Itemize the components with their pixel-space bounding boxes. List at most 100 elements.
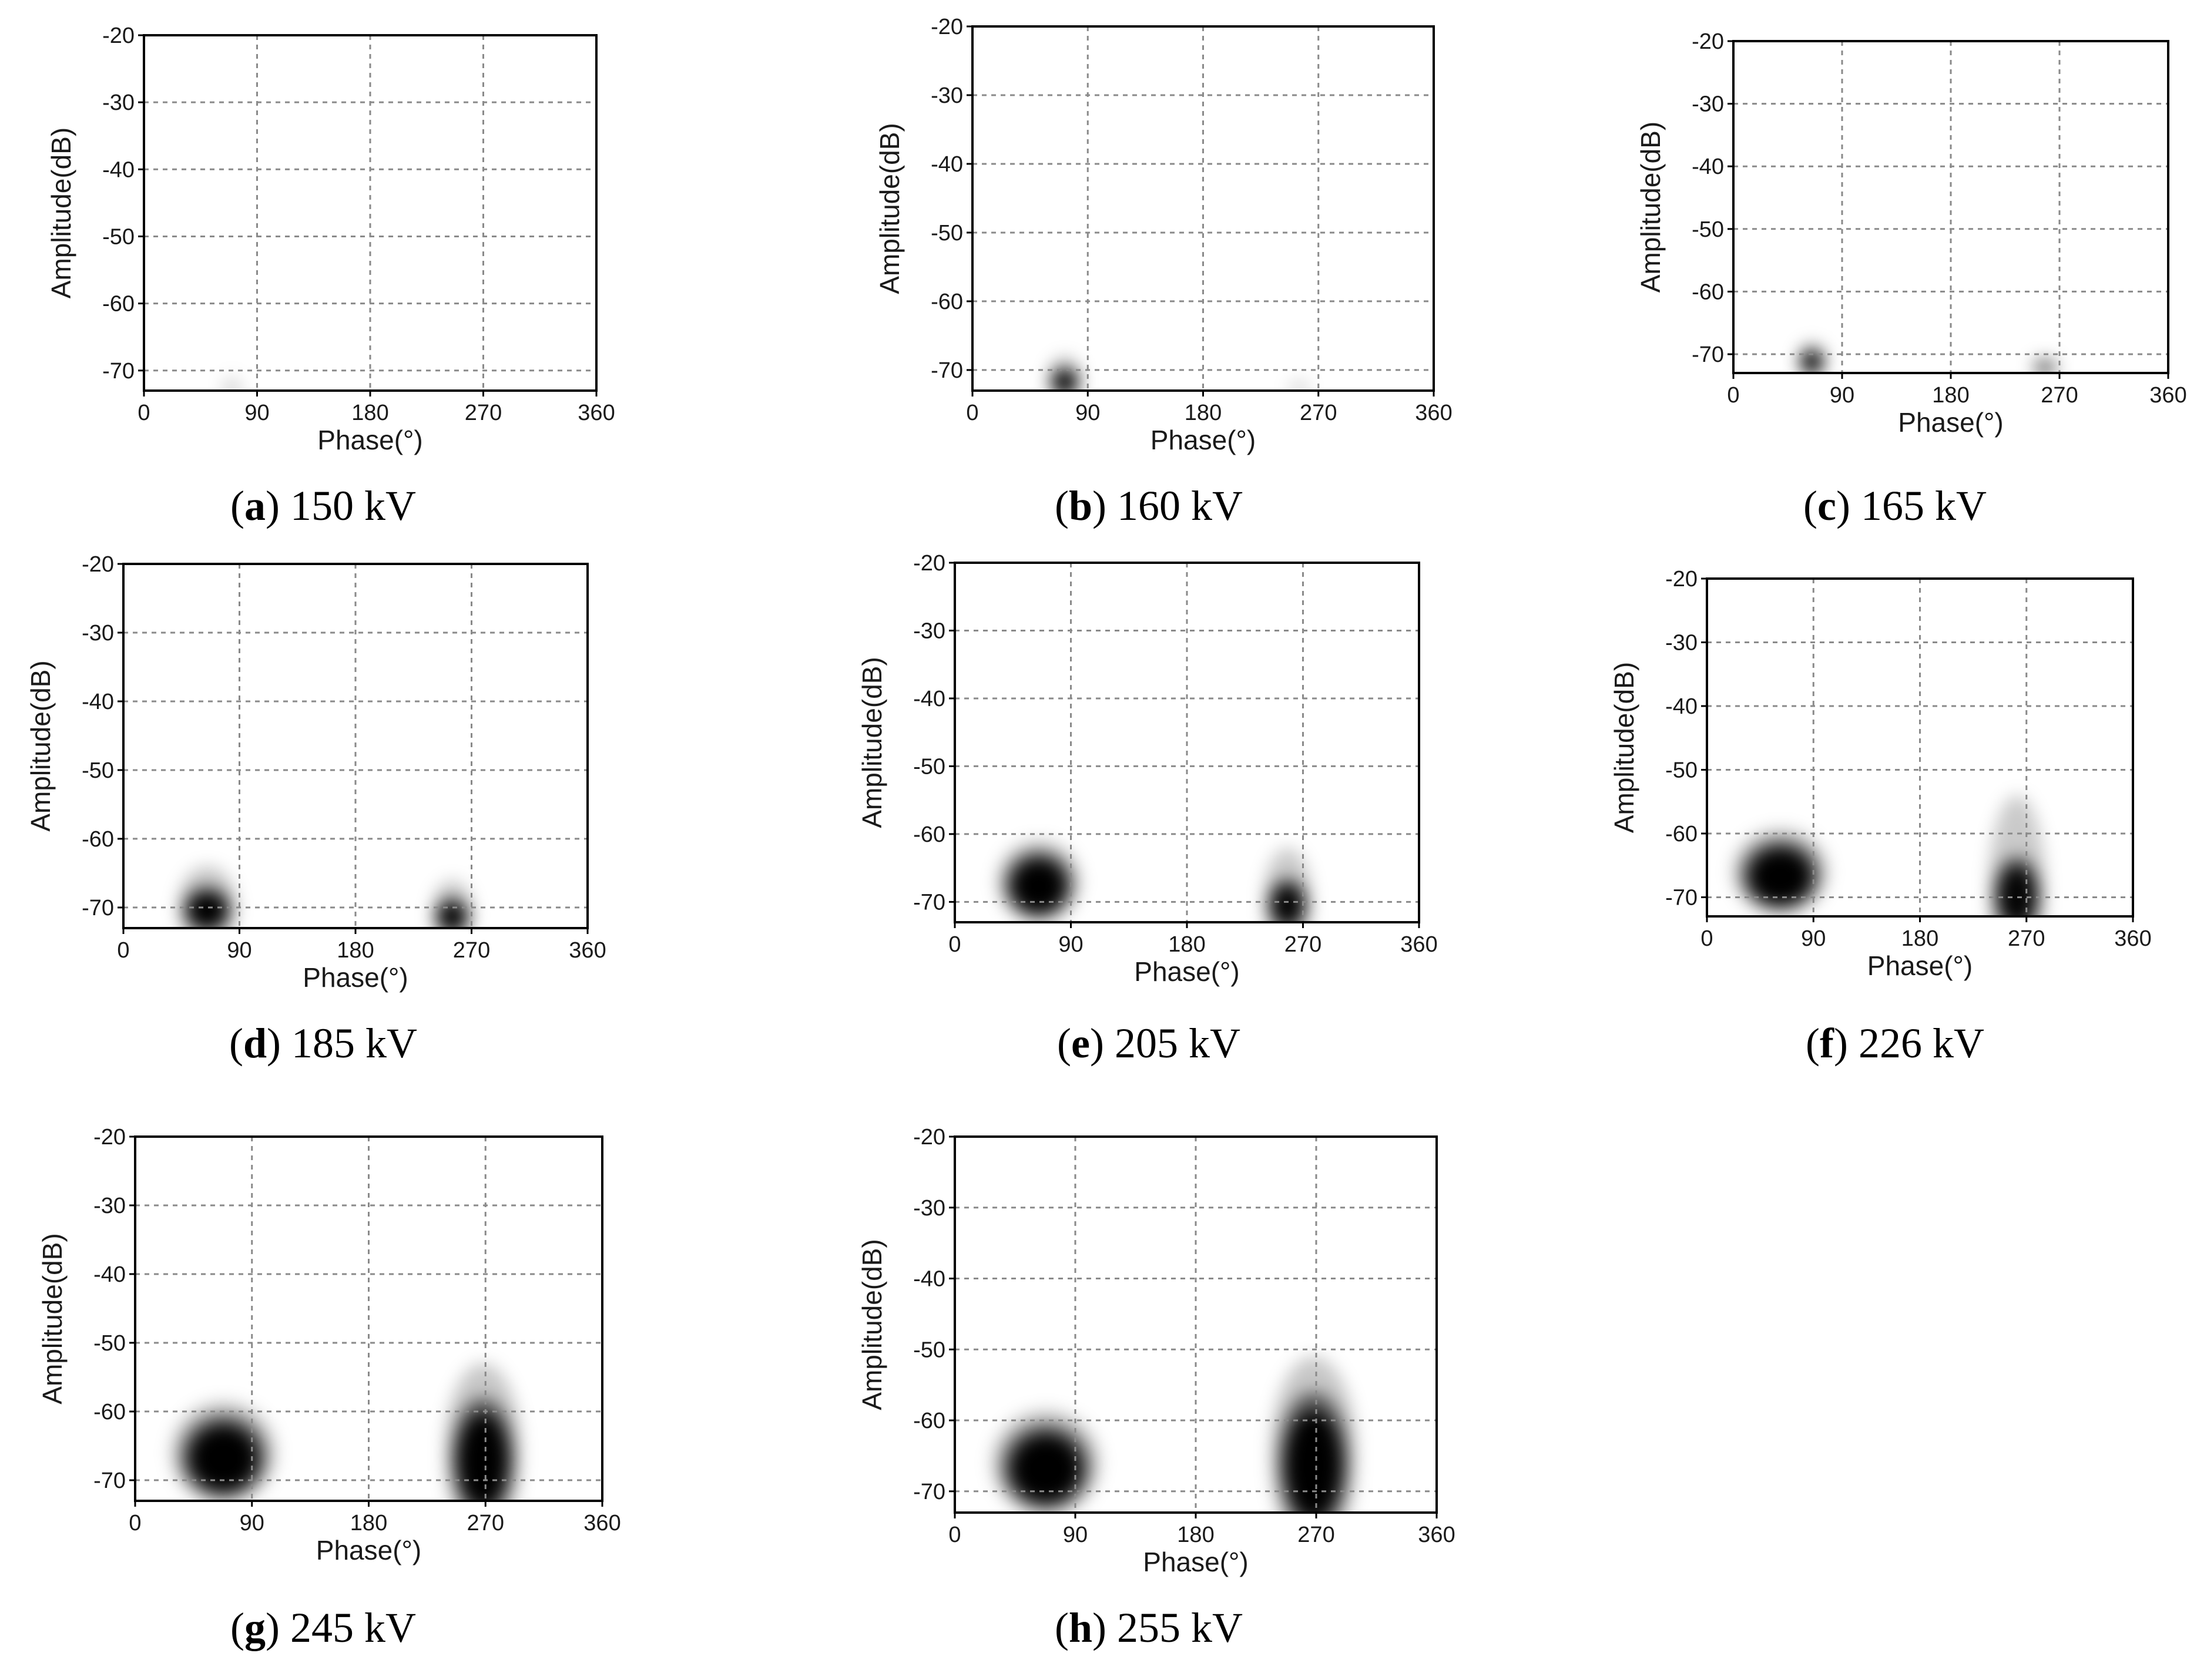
caption-paren: ( [230,482,244,529]
pd-cluster [1988,795,2046,916]
x-tick-label: 180 [350,1511,387,1535]
pd-cluster [997,840,1081,922]
caption-paren: ( [1055,1604,1069,1651]
caption-paren: ( [1055,482,1069,529]
x-axis-label: Phase(°) [1134,956,1239,987]
grid [123,564,588,928]
pd-cluster [1287,380,1311,391]
panel-d: -20 -30 -40 -50 -60 -700 90 180 270 360 Phase(°) Am… [25,552,606,1067]
x-tick-label: 0 [1700,926,1713,951]
y-tick-label: -40 [913,1267,945,1292]
pd-cluster [1797,341,1827,373]
caption-paren: ) [266,1604,280,1651]
pd-cluster-core [1011,1435,1080,1502]
x-axis-label: Phase(°) [1150,425,1256,455]
y-tick-label: -60 [931,290,963,314]
caption-voltage: 160 kV [1106,482,1243,529]
x-tick-label: 0 [966,401,978,425]
caption-paren: ) [1092,1604,1106,1651]
x-tick-label: 360 [2149,383,2186,408]
x-axis-label: Phase(°) [317,425,422,455]
pd-cluster [431,880,474,928]
panel-caption: (e) 205 kV [1057,1020,1240,1067]
grid [1733,41,2168,373]
x-tick-label: 270 [453,938,490,963]
y-tick-label: -60 [1692,280,1724,304]
pd-cluster-core [1286,1411,1341,1513]
x-axis-label: Phase(°) [316,1535,421,1565]
y-tick-label: -70 [82,896,114,920]
caption-paren: ( [1803,482,1817,529]
x-tick-label: 360 [2114,926,2151,951]
caption-paren: ) [1092,482,1106,529]
x-tick-label: 360 [569,938,606,963]
y-tick-label: -50 [1692,217,1724,242]
caption-voltage: 226 kV [1848,1020,1984,1067]
panel-f: -20 -30 -40 -50 -60 -700 90 180 270 360 Phase(°) Am… [1609,567,2152,1067]
x-tick-label: 270 [1297,1523,1334,1547]
x-tick-label: 0 [1727,383,1739,408]
x-tick-label: 90 [1075,401,1100,425]
pd-cluster [444,1363,522,1501]
caption-letter: g [244,1604,266,1651]
x-tick-label: 270 [467,1511,504,1535]
panel-caption: (b) 160 kV [1055,482,1243,529]
y-tick-label: -70 [913,1480,945,1504]
caption-paren: ) [1836,482,1850,529]
grid [135,1137,602,1501]
x-tick-label: 360 [1415,401,1452,425]
grid [955,563,1419,922]
x-tick-label: 180 [1932,383,1969,408]
y-tick-label: -30 [913,1196,945,1221]
caption-paren: ) [1834,1020,1848,1067]
pd-cluster [2030,354,2060,373]
panel-e: -20 -30 -40 -50 -60 -700 90 180 270 360 Phase(°) Am… [857,551,1438,1067]
pd-cluster-core [190,1426,257,1491]
y-axis-label: Amplitude(dB) [1609,662,1639,833]
caption-voltage: 165 kV [1850,482,1987,529]
caption-letter: b [1069,482,1092,529]
pd-cluster [177,866,237,928]
y-tick-label: -60 [913,822,945,847]
pd-cluster [1270,1356,1357,1513]
pd-cluster-core [1750,849,1811,904]
y-tick-label: -20 [913,1125,945,1150]
caption-voltage: 205 kV [1104,1020,1240,1067]
density-layer [1047,356,1311,391]
density-layer [222,379,242,391]
panel-c: -20 -30 -40 -50 -60 -700 90 180 270 360 Phase(°) Am… [1635,29,2187,529]
x-tick-label: 0 [117,938,129,963]
y-tick-label: -40 [102,157,135,182]
y-tick-label: -40 [1692,154,1724,179]
y-tick-label: -20 [931,15,963,39]
y-tick-label: -30 [102,90,135,115]
x-tick-label: 180 [351,401,388,425]
y-tick-label: -50 [913,754,945,779]
x-tick-label: 180 [337,938,374,963]
y-tick-label: -30 [931,83,963,108]
y-tick-label: -30 [1665,630,1698,655]
pd-cluster-core [458,1414,508,1501]
caption-paren: ) [1090,1020,1104,1067]
y-tick-label: -40 [93,1262,126,1287]
x-tick-label: 360 [1400,932,1437,957]
grid [972,26,1434,391]
panel-a: -20 -30 -40 -50 -60 -700 90 180 270 360 Phase(°) Am… [46,23,615,529]
y-tick-label: -60 [1665,822,1698,846]
y-axis-label: Amplitude(dB) [1635,122,1666,293]
x-tick-label: 90 [240,1511,264,1535]
y-tick-label: -20 [82,552,114,577]
y-tick-label: -50 [82,758,114,783]
y-tick-label: -60 [82,827,114,852]
caption-paren: ( [1057,1020,1071,1067]
y-tick-label: -20 [1665,567,1698,592]
x-tick-label: 180 [1901,926,1938,951]
y-tick-label: -50 [102,224,135,249]
y-tick-label: -70 [102,359,135,384]
x-tick-label: 90 [1801,926,1826,951]
caption-letter: e [1071,1020,1090,1067]
x-tick-label: 270 [465,401,502,425]
x-tick-label: 360 [578,401,615,425]
x-axis-label: Phase(°) [1143,1547,1248,1577]
y-tick-label: -50 [913,1338,945,1362]
